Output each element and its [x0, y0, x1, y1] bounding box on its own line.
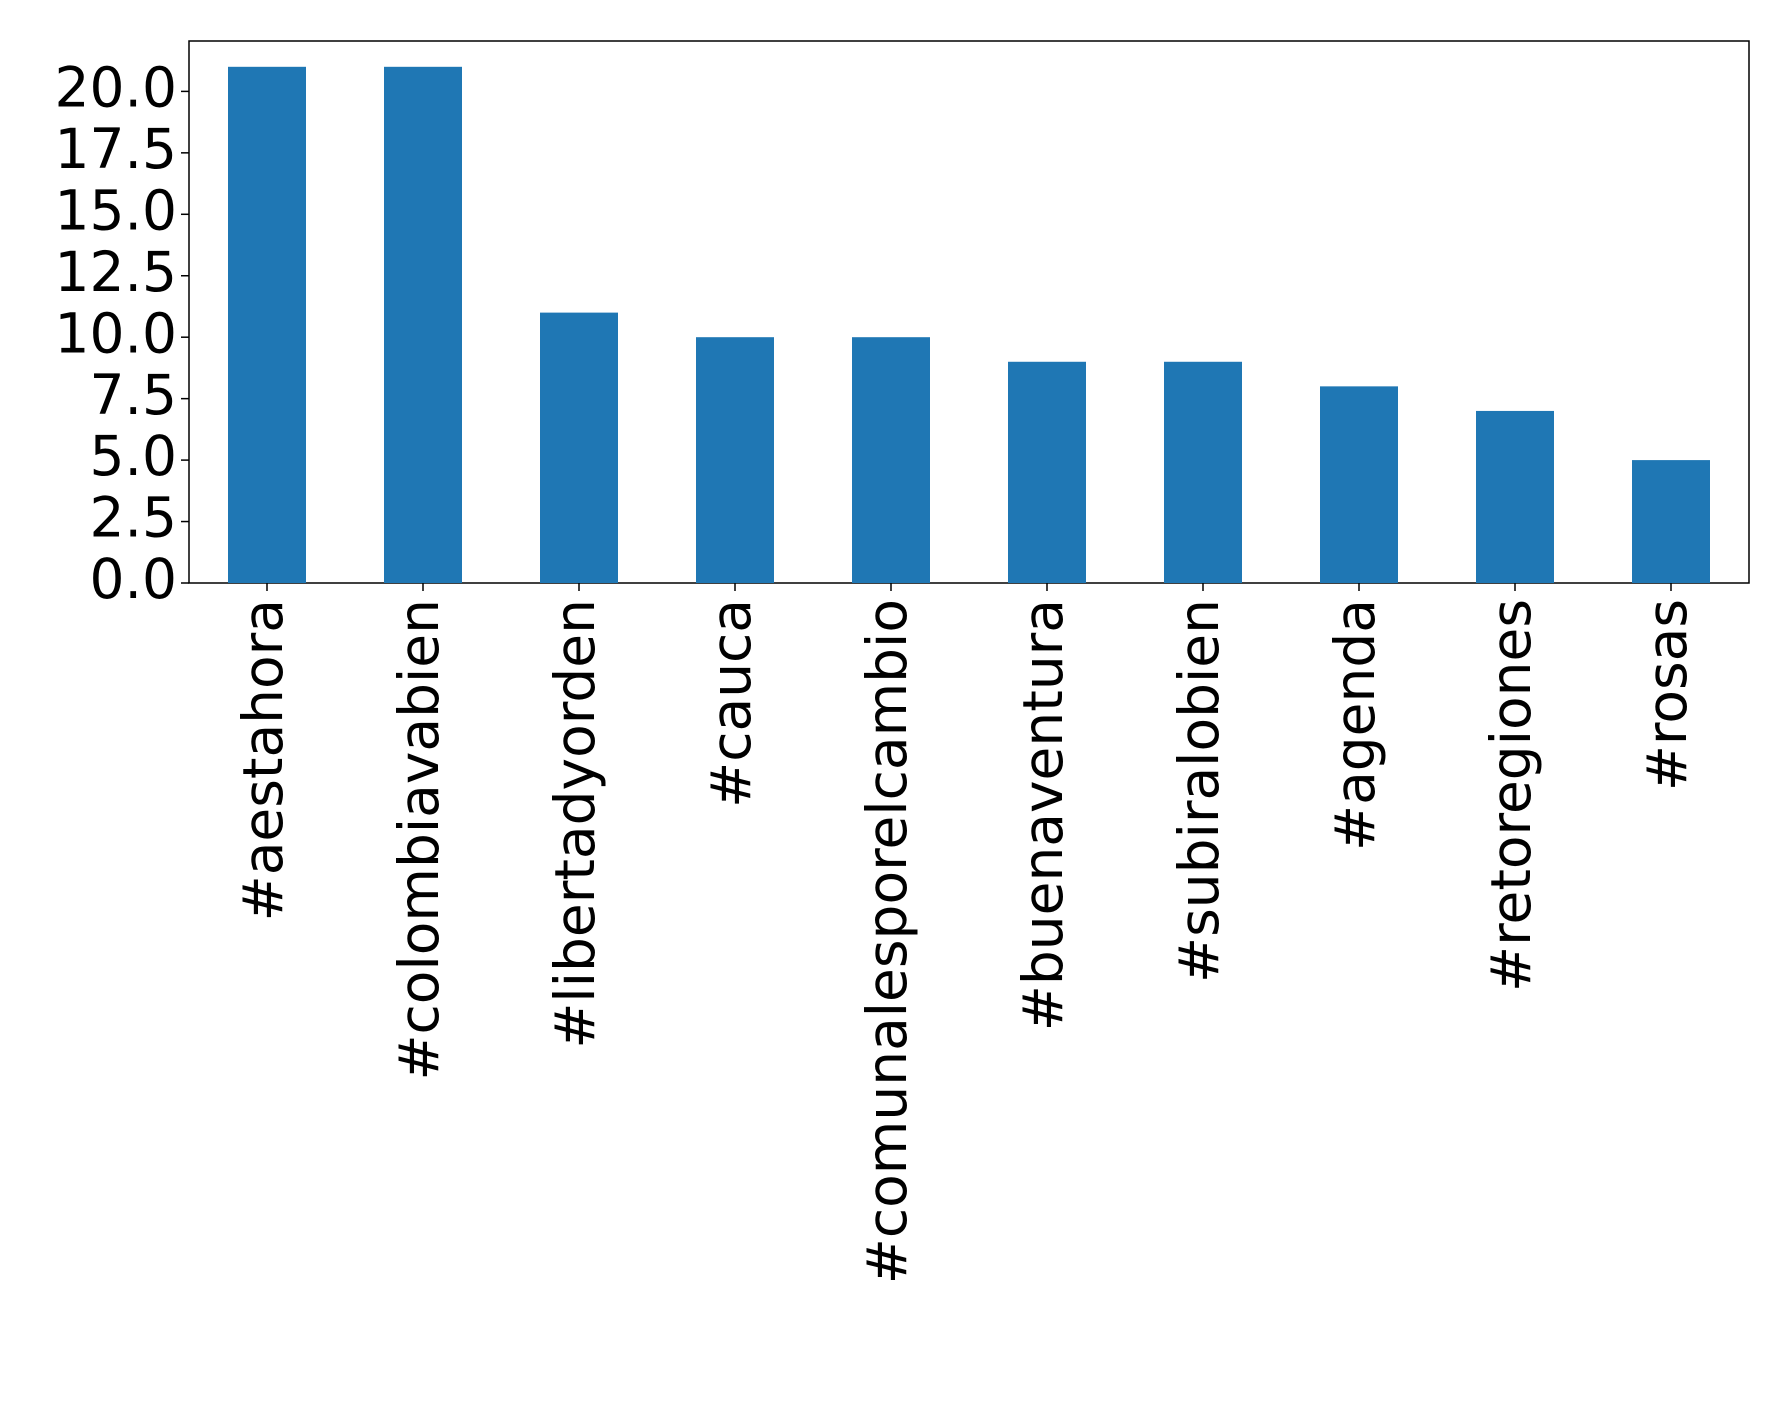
x-tick-label: #colombiavabien: [387, 599, 451, 1081]
bar: [1320, 386, 1398, 583]
bar: [696, 337, 774, 583]
x-tick-label: #libertadyorden: [543, 599, 607, 1049]
y-tick-label: 20.0: [55, 56, 177, 120]
x-tick-label: #subiralobien: [1167, 599, 1231, 983]
x-tick-label: #aestahora: [231, 599, 295, 921]
x-tick-label: #rosas: [1635, 599, 1699, 791]
y-tick-label: 17.5: [55, 117, 177, 181]
x-tick-label: #comunalesporelcambio: [855, 599, 919, 1284]
x-tick-label: #agenda: [1323, 599, 1387, 851]
y-tick-label: 10.0: [55, 301, 177, 365]
bar: [1632, 460, 1710, 583]
y-tick-label: 15.0: [55, 178, 177, 242]
bar: [384, 66, 462, 584]
y-tick-label: 7.5: [90, 363, 177, 427]
y-tick-label: 0.0: [90, 547, 177, 611]
bar: [1164, 361, 1242, 583]
y-tick-label: 5.0: [90, 424, 177, 488]
bar: [540, 312, 618, 583]
bar: [1476, 410, 1554, 583]
y-tick-label: 12.5: [55, 240, 177, 304]
bar: [852, 337, 930, 583]
x-tick-label: #retoregiones: [1479, 599, 1543, 992]
axes-frame: [188, 40, 1750, 584]
x-tick-label: #buenaventura: [1011, 599, 1075, 1031]
bar: [1008, 361, 1086, 583]
y-tick-label: 2.5: [90, 486, 177, 550]
x-tick-label: #cauca: [699, 599, 763, 808]
bar: [228, 66, 306, 584]
